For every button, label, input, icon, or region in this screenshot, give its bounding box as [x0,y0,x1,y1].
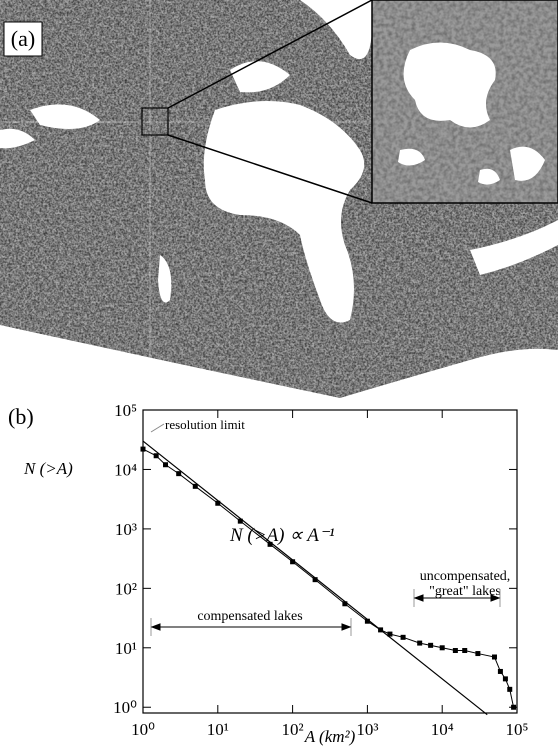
data-point [387,631,393,637]
data-point [502,676,508,682]
data-point [417,640,423,646]
zoom-line [167,0,373,109]
data-point [215,500,221,506]
data-point [452,648,458,654]
plot: 10⁰ 10¹ 10² 10³ 10⁴ 10⁵ 10⁰ 10¹ 10² 10³ 10⁴ 10⁵ [113,401,528,739]
data-point [237,518,243,524]
series-line [142,440,488,716]
data-point [497,668,503,674]
data-point [163,462,169,468]
data-point [290,559,296,565]
inset-image [371,0,558,204]
y-tick-label: 10⁴ [114,460,137,479]
data-point [312,577,318,583]
data-point [192,483,198,489]
data-point [267,541,273,547]
panel-label: (a) [11,26,35,51]
x-tick-label: 10³ [356,720,378,739]
annotation: resolution limit [165,417,245,432]
y-axis-label: N (>A) [23,459,73,478]
data-point [511,704,517,710]
data-point [342,601,348,607]
annotation: uncompensated, [420,569,511,584]
data-point [153,453,159,459]
y-tick-label: 10⁰ [113,698,137,717]
y-tick-label: 10¹ [115,639,137,658]
x-tick-label: 10² [282,720,304,739]
x-tick-label: 10⁵ [506,720,529,739]
y-tick-label: 10⁵ [114,401,137,420]
annotation-arrow [150,423,165,433]
zoom-line [167,134,373,204]
data-point [462,648,468,654]
annotation: compensated lakes [197,609,302,624]
x-axis-label: A (km²) [304,727,356,746]
annotation: N (>A) ∝ A⁻¹ [229,525,335,546]
data-point [439,645,445,651]
y-tick-label: 10³ [115,520,137,539]
x-tick-label: 10⁴ [431,720,454,739]
plot-frame [142,409,518,714]
range-arrow [150,618,352,636]
range-arrow [413,589,501,607]
data-point [428,642,434,648]
y-tick-label: 10² [115,579,137,598]
label-box [3,21,43,57]
data-point [364,618,370,624]
data-point [400,634,406,640]
data-point [176,471,182,477]
data-point [475,651,481,657]
x-tick-label: 10⁰ [131,720,155,739]
data-point [491,654,497,660]
zoom-box [141,107,169,136]
data-point [140,446,146,452]
panel-label: (b) [8,404,34,429]
x-tick-label: 10¹ [207,720,229,739]
series-line [142,448,515,708]
annotation: "great" lakes [429,584,501,599]
data-point [507,686,513,692]
